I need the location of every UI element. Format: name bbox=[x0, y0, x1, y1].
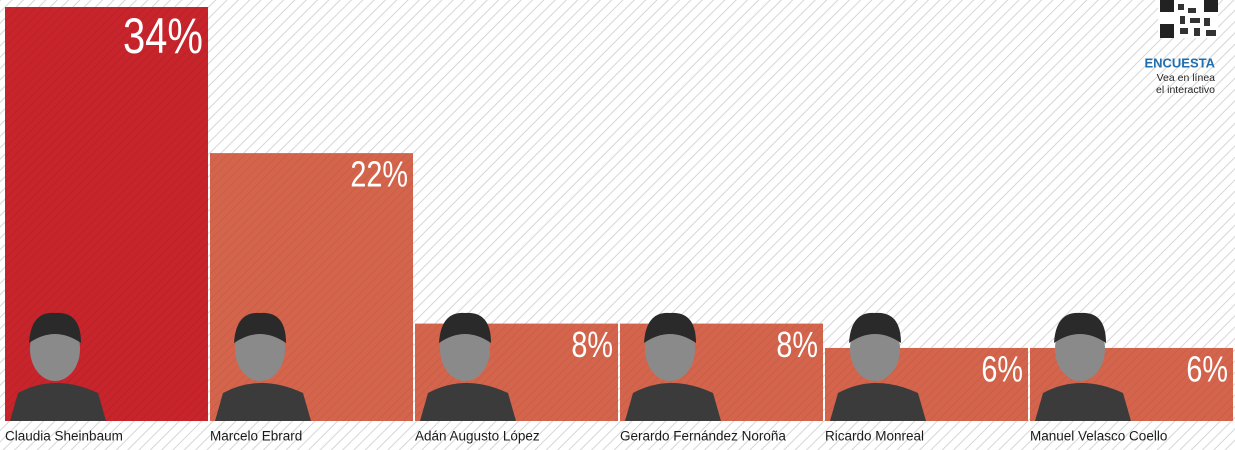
page: {"chart_data": {"type": "bar", "categori… bbox=[0, 0, 1235, 450]
value-label: 6% bbox=[981, 348, 1023, 389]
value-label: 22% bbox=[350, 153, 408, 194]
sidebar-line: el interactivo bbox=[1156, 84, 1215, 96]
chart: ENCUESTA Vea en línea el interactivo 34%… bbox=[0, 0, 1235, 450]
x-tick-label: Claudia Sheinbaum bbox=[5, 429, 123, 444]
x-tick-label: Gerardo Fernández Noroña bbox=[620, 429, 786, 444]
value-label: 34% bbox=[123, 8, 203, 64]
x-tick-label: Manuel Velasco Coello bbox=[1030, 429, 1167, 444]
x-tick-label: Adán Augusto López bbox=[415, 429, 540, 444]
qr-code bbox=[1158, 0, 1218, 38]
x-tick-label: Ricardo Monreal bbox=[825, 429, 924, 444]
value-label: 6% bbox=[1186, 348, 1228, 389]
sidebar-title: ENCUESTA bbox=[1144, 55, 1215, 70]
x-tick-label: Marcelo Ebrard bbox=[210, 429, 302, 444]
sidebar-line: Vea en línea bbox=[1157, 72, 1216, 84]
value-label: 8% bbox=[571, 324, 613, 365]
value-label: 8% bbox=[776, 324, 818, 365]
